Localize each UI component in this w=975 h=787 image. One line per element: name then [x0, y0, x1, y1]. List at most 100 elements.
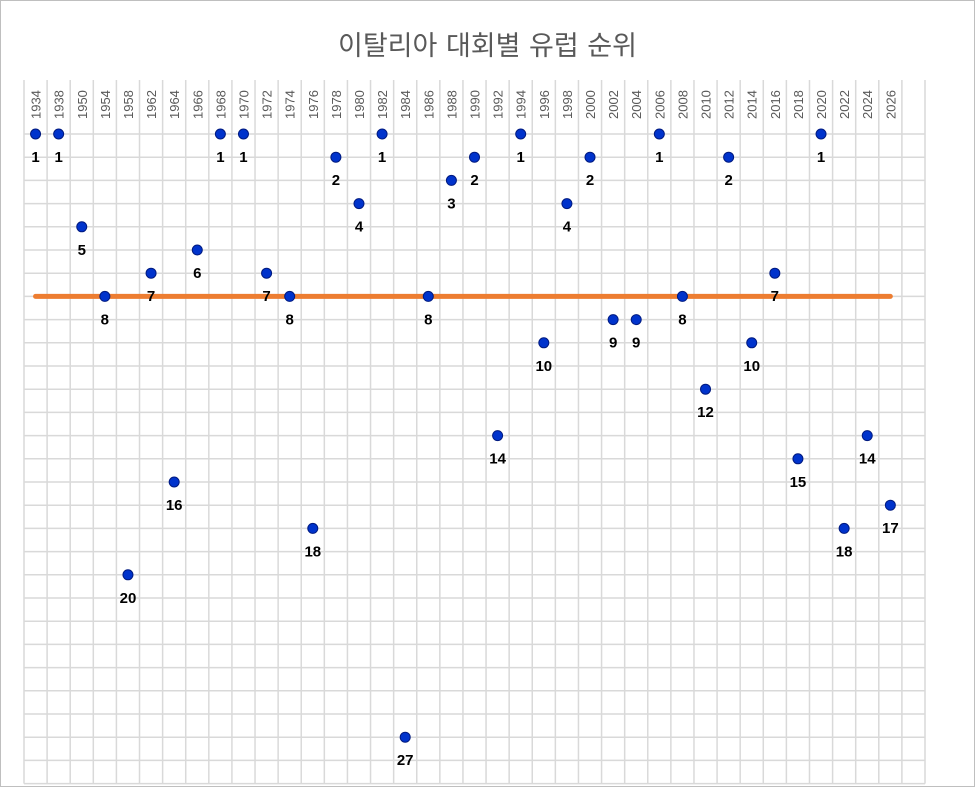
data-label: 2 — [724, 172, 732, 189]
data-label: 4 — [563, 219, 572, 236]
data-point — [746, 337, 758, 349]
data-label: 14 — [489, 451, 506, 468]
x-tick-label: 1934 — [29, 90, 44, 119]
data-label: 1 — [239, 149, 247, 166]
data-label: 18 — [836, 543, 853, 560]
data-label: 8 — [101, 311, 109, 328]
x-tick-label: 2008 — [675, 90, 690, 119]
data-label: 17 — [882, 520, 899, 537]
x-tick-label: 2026 — [883, 90, 898, 119]
data-point — [307, 522, 319, 534]
data-label: 12 — [697, 404, 714, 421]
data-point — [561, 198, 573, 210]
data-label: 1 — [54, 149, 62, 166]
data-point — [815, 128, 827, 140]
data-point — [607, 314, 619, 326]
data-point — [700, 383, 712, 395]
data-point — [145, 267, 157, 279]
x-tick-label: 1966 — [190, 90, 205, 119]
x-tick-label: 1954 — [98, 90, 113, 119]
data-label: 8 — [424, 311, 432, 328]
data-point — [376, 128, 388, 140]
x-tick-label: 1990 — [468, 90, 483, 119]
data-point — [469, 151, 480, 163]
data-point — [723, 151, 735, 163]
data-point — [168, 476, 180, 488]
data-label: 1 — [378, 149, 386, 166]
x-tick-label: 1950 — [75, 90, 90, 119]
data-point — [584, 151, 596, 163]
data-label: 1 — [817, 149, 825, 166]
data-point — [53, 128, 65, 140]
x-tick-label: 1970 — [236, 90, 251, 119]
data-point — [237, 128, 249, 140]
data-label: 18 — [304, 543, 321, 560]
chart-title: 이탈리아 대회별 유럽 순위 — [338, 31, 637, 62]
data-label: 4 — [355, 219, 364, 236]
data-point — [861, 430, 873, 442]
data-point — [538, 337, 550, 349]
x-tick-label: 1962 — [144, 90, 159, 119]
x-tick-label: 1986 — [421, 90, 436, 119]
x-tick-label: 1984 — [398, 90, 413, 119]
x-tick-label: 2022 — [837, 90, 852, 119]
x-tick-label: 1980 — [352, 90, 367, 119]
x-tick-label: 1968 — [213, 90, 228, 119]
x-tick-label: 1978 — [329, 90, 344, 119]
x-tick-label: 1976 — [306, 90, 321, 119]
data-label: 7 — [771, 288, 779, 305]
x-tick-label: 2012 — [722, 90, 737, 119]
x-tick-label: 2004 — [629, 90, 644, 119]
data-point — [76, 221, 88, 233]
data-point — [284, 290, 296, 302]
data-point — [792, 453, 804, 465]
data-label: 5 — [78, 242, 86, 259]
data-label: 15 — [790, 474, 807, 491]
x-tick-label: 1998 — [560, 90, 575, 119]
data-label: 1 — [517, 149, 525, 166]
x-tick-label: 1938 — [52, 90, 67, 119]
x-tick-label: 1958 — [121, 90, 136, 119]
data-point — [122, 569, 134, 581]
x-tick-label: 1982 — [375, 90, 390, 119]
data-label: 10 — [743, 358, 760, 375]
data-label: 1 — [216, 149, 224, 166]
data-label: 3 — [447, 195, 455, 212]
data-label: 7 — [147, 288, 155, 305]
data-label: 14 — [859, 451, 876, 468]
data-label: 10 — [535, 358, 552, 375]
x-tick-label: 2018 — [791, 90, 806, 119]
x-tick-label: 1996 — [537, 90, 552, 119]
x-tick-label: 2002 — [606, 90, 621, 119]
data-label: 2 — [470, 172, 478, 189]
data-point — [330, 151, 342, 163]
data-label: 8 — [286, 311, 294, 328]
data-point — [492, 430, 504, 442]
data-point — [214, 128, 226, 140]
x-tick-label: 2010 — [699, 90, 714, 119]
data-label: 27 — [397, 752, 414, 769]
x-tick-label: 1972 — [260, 90, 275, 119]
data-label: 9 — [609, 335, 617, 352]
x-tick-label: 1988 — [444, 90, 459, 119]
x-tick-label: 1992 — [491, 90, 506, 119]
grid — [23, 80, 926, 785]
data-label: 2 — [586, 172, 594, 189]
data-point — [191, 244, 203, 256]
data-point — [884, 499, 896, 511]
data-point — [838, 522, 850, 534]
data-label: 1 — [31, 149, 39, 166]
data-label: 6 — [193, 265, 201, 282]
x-tick-label: 2014 — [745, 90, 760, 119]
x-tick-label: 1994 — [514, 90, 529, 119]
data-point — [399, 731, 411, 743]
data-label: 2 — [332, 172, 340, 189]
x-tick-label: 2024 — [860, 90, 875, 119]
data-point — [630, 314, 642, 326]
data-point — [99, 290, 111, 302]
data-point — [422, 290, 434, 302]
data-point — [30, 128, 42, 140]
data-point — [261, 267, 273, 279]
data-label: 16 — [166, 497, 183, 514]
